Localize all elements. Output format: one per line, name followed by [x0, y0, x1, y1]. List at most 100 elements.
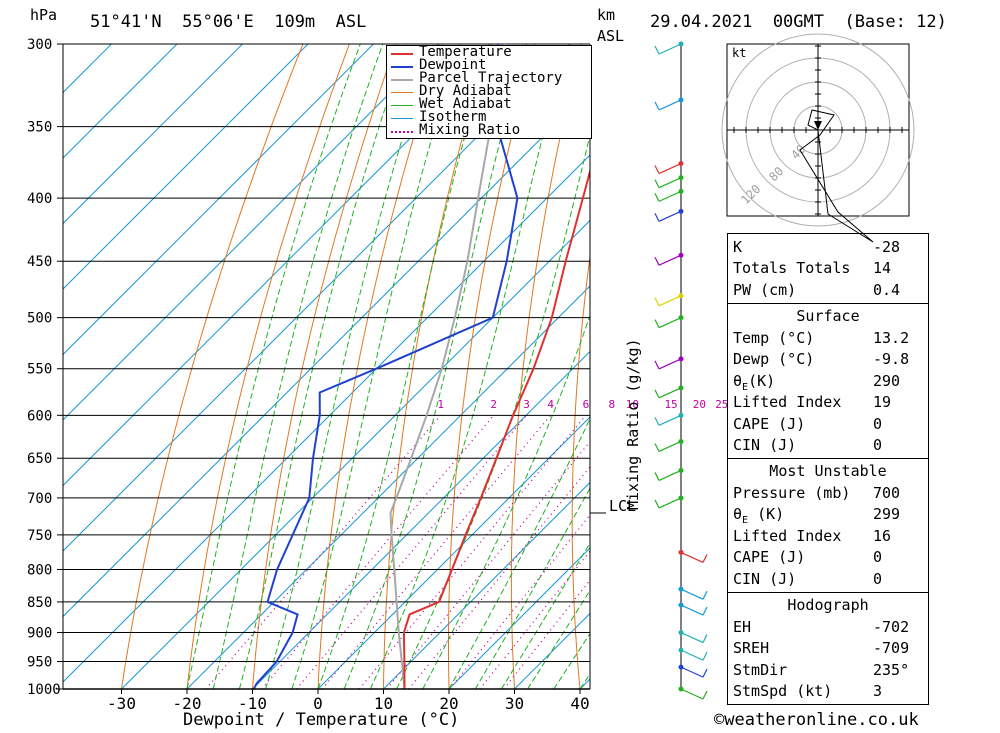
wet-adiabat-line: [291, 44, 461, 689]
k-index-label: K: [733, 238, 743, 256]
legend-swatch-parcel: [391, 79, 413, 81]
wind-barb: [658, 358, 682, 370]
y-tick-label: 450: [27, 254, 52, 270]
mixing-ratio-label: 8: [608, 398, 615, 411]
y-tick-label: 700: [27, 491, 52, 507]
wind-barb-flag: [702, 651, 708, 661]
wind-barb: [658, 99, 682, 111]
wind-barb: [658, 387, 682, 399]
km-label: km: [597, 6, 616, 24]
wind-barb: [658, 177, 682, 189]
k-index-value: -28: [873, 238, 901, 256]
stmdir-label: StmDir: [733, 661, 788, 679]
legend-label-wet-adiabat: Wet Adiabat: [419, 96, 512, 112]
legend-item-isotherm: Isotherm: [391, 109, 589, 125]
hodograph-unit-label: kt: [732, 46, 746, 60]
mu-pressure-value: 700: [873, 484, 901, 502]
legend-label-temperature: Temperature: [419, 44, 512, 60]
wind-barb: [658, 254, 682, 266]
y-tick-label: 650: [27, 451, 52, 467]
mixing-ratio-label: 1: [437, 398, 444, 411]
wind-barb-flag: [654, 179, 660, 188]
sreh-row: SREH -709: [728, 638, 928, 659]
wind-barb: [658, 469, 682, 481]
wind-barb-flag: [654, 256, 660, 266]
surface-dewp-row: Dewp (°C) -9.8: [728, 349, 928, 370]
y-tick-label: 500: [27, 311, 52, 327]
dry-adiabat-line: [121, 44, 304, 689]
wind-barb: [680, 604, 704, 616]
wet-adiabat-line: [474, 487, 590, 689]
legend-label-dewpoint: Dewpoint: [419, 57, 487, 73]
x-tick-label: 30: [505, 694, 524, 713]
surface-temp-row: Temp (°C) 13.2: [728, 328, 928, 349]
surface-theta-label: θE(K): [733, 371, 775, 398]
k-index-row: K -28: [728, 237, 928, 258]
wind-barb: [658, 497, 682, 509]
stats-table: K -28 Totals Totals 14 PW (cm) 0.4 Surfa…: [727, 233, 929, 705]
asl-label: ASL: [597, 27, 625, 45]
wet-adiabat-line: [343, 44, 527, 689]
y-tick-label: 350: [27, 120, 52, 136]
plot-frame: [62, 44, 591, 690]
location-title: 51°41'N 55°06'E 109m ASL: [90, 12, 367, 32]
surface-cape-value: 0: [873, 415, 883, 433]
parcel-trajectory-line: [389, 44, 506, 689]
isotherm-line: [63, 44, 505, 487]
mu-theta-label: θE (K): [733, 504, 784, 531]
mu-cin-value: 0: [873, 570, 883, 588]
legend-item-dewpoint: Dewpoint: [391, 57, 589, 73]
wind-barb-flag: [702, 634, 708, 643]
mu-theta-value: 299: [873, 505, 901, 523]
legend-item-wet-adiabat: Wet Adiabat: [391, 96, 589, 112]
mu-theta-row: θE (K) 299: [728, 504, 928, 526]
surface-cape-label: CAPE (J): [733, 415, 806, 433]
y-tick-label: 400: [27, 191, 52, 207]
wet-adiabat-line: [186, 44, 361, 689]
mixing-ratio-label: 10: [626, 398, 639, 411]
wind-barb-flag: [654, 319, 660, 328]
wind-barb: [658, 190, 682, 202]
mu-li-label: Lifted Index: [733, 527, 842, 545]
mu-pressure-label: Pressure (mb): [733, 484, 851, 502]
isotherm-line: [63, 88, 590, 618]
mu-cape-label: CAPE (J): [733, 548, 806, 566]
wind-barb: [658, 414, 682, 426]
legend-label-mixing-ratio: Mixing Ratio: [419, 122, 521, 138]
mixing-ratio-label: 6: [583, 398, 590, 411]
table-divider: [728, 592, 928, 593]
wind-barb: [680, 649, 704, 661]
mixing-ratio-axis-title: Mixing Ratio (g/kg): [624, 338, 642, 510]
legend-swatch-isotherm: [391, 118, 413, 119]
wind-barb: [680, 551, 704, 563]
surface-title: Surface: [796, 307, 860, 325]
wind-barb-flag: [702, 590, 708, 600]
legend-item-parcel: Parcel Trajectory: [391, 71, 589, 86]
mu-header-row: Most Unstable: [728, 461, 928, 482]
surface-theta-value: 290: [873, 372, 901, 390]
isotherm-line: [63, 44, 440, 421]
wind-barb: [658, 440, 682, 453]
y-tick-label: 550: [27, 362, 52, 378]
legend-label-isotherm: Isotherm: [419, 109, 487, 125]
wet-adiabat-line: [448, 417, 590, 689]
wet-adiabat-line: [500, 542, 590, 689]
precipitable-water-label: PW (cm): [733, 281, 797, 299]
x-tick-label: 10: [374, 694, 393, 713]
eh-label: EH: [733, 618, 752, 636]
dry-adiabat-line: [510, 44, 583, 689]
legend-item-mixing-ratio: Mixing Ratio: [391, 122, 589, 138]
eh-row: EH -702: [728, 617, 928, 638]
sreh-label: SREH: [733, 639, 770, 657]
wind-barb: [658, 43, 682, 55]
surface-temp-label: Temp (°C): [733, 329, 815, 347]
isotherm-line: [448, 547, 590, 689]
mixing-ratio-label: 3: [523, 398, 530, 411]
isotherm-line: [63, 44, 571, 552]
wind-barb-flag: [654, 472, 660, 481]
mu-cape-value: 0: [873, 548, 883, 566]
x-tick-label: -10: [238, 694, 267, 713]
credit-link[interactable]: ©weatheronline.co.uk: [714, 710, 919, 730]
table-divider: [728, 458, 928, 459]
wind-barb: [658, 210, 682, 222]
